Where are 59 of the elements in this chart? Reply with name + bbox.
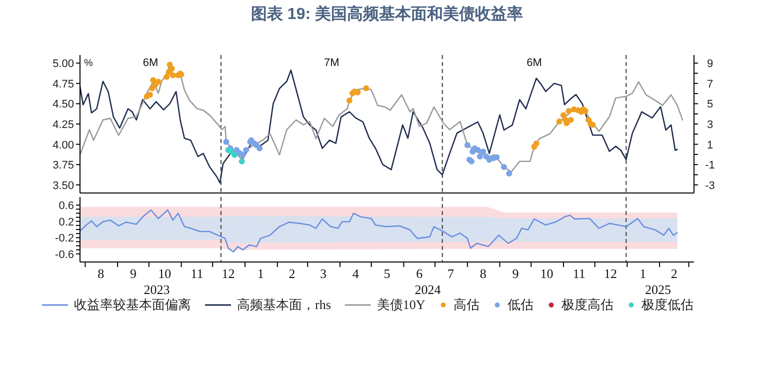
- y-tick-label: 4.75: [52, 78, 74, 90]
- chart-title: 图表 19: 美国高频基本面和美债收益率: [250, 4, 524, 23]
- annotation: 6M: [526, 57, 542, 69]
- y2-tick-label: 7: [706, 78, 714, 90]
- legend-item: 收益率较基本面偏离: [42, 297, 191, 312]
- y-tick-label: 4.50: [52, 98, 74, 111]
- x-tick-label: 10: [158, 266, 172, 281]
- x-tick-label: 9: [130, 266, 137, 281]
- y-axis-title: %: [84, 58, 93, 69]
- y-tick-label: 5.00: [52, 58, 74, 70]
- x-tick-label: 1: [257, 266, 264, 281]
- legend-label: 极度高估: [560, 297, 614, 312]
- text: 2025: [644, 282, 671, 297]
- y2-tick-label: 3: [706, 119, 714, 131]
- y-tick-label: 3.50: [52, 180, 74, 192]
- y-tick-label: 4.25: [52, 119, 74, 131]
- legend-item: 美债10Y: [344, 297, 426, 312]
- x-tick-label: 3: [320, 266, 327, 281]
- legend-item: 极度高估: [548, 297, 614, 312]
- x-tick-label: 7: [447, 266, 454, 281]
- y-tick-label: 4.00: [52, 139, 74, 152]
- x-tick-label: 12: [604, 266, 617, 281]
- x-tick-label: 5: [384, 266, 390, 281]
- x-tick-label: 2: [288, 266, 296, 281]
- x-tick-label: 8: [480, 266, 486, 281]
- y2-tick-label: 5: [706, 98, 714, 111]
- x-tick-label: 1: [640, 266, 646, 281]
- text: 2023: [144, 282, 170, 297]
- y2-tick-label: 1: [706, 139, 714, 152]
- x-tick-label: 11: [572, 266, 586, 281]
- x-tick-label: 12: [222, 266, 235, 281]
- text: 2024: [414, 282, 442, 297]
- annotation: 6M: [142, 57, 158, 69]
- legend-item: 高估: [440, 297, 480, 312]
- legend-label: 高频基本面，rhs: [237, 297, 331, 312]
- legend-item: 低估: [494, 297, 534, 312]
- y2-tick-label: -1: [705, 160, 715, 172]
- y2-tick-label: -3: [705, 180, 715, 192]
- y2-tick-label: 9: [706, 58, 714, 70]
- x-tick-label: 8: [98, 266, 104, 281]
- legend-label: 高估: [453, 297, 480, 312]
- x-tick-label: 2: [670, 266, 678, 281]
- y-tick-label: 3.75: [52, 160, 74, 172]
- x-tick-label: 9: [512, 266, 519, 281]
- y-tick-label: -0.2: [55, 232, 74, 245]
- legend-label: 极度低估: [640, 297, 694, 312]
- x-tick-label: 10: [540, 266, 554, 281]
- x-tick-label: 4: [352, 266, 360, 281]
- legend-label: 美债10Y: [376, 297, 426, 312]
- legend-item: 极度低估: [628, 297, 694, 312]
- y-tick-label: 0.6: [58, 200, 74, 212]
- legend-label: 低估: [507, 297, 534, 312]
- y-tick-label: -0.6: [55, 248, 74, 261]
- y-tick-label: 0.2: [58, 216, 74, 228]
- annotation: 7M: [324, 57, 340, 69]
- legend-label: 收益率较基本面偏离: [74, 297, 191, 312]
- x-tick-label: 6: [416, 266, 424, 281]
- x-tick-label: 11: [190, 266, 204, 281]
- legend-item: 高频基本面，rhs: [205, 297, 331, 312]
